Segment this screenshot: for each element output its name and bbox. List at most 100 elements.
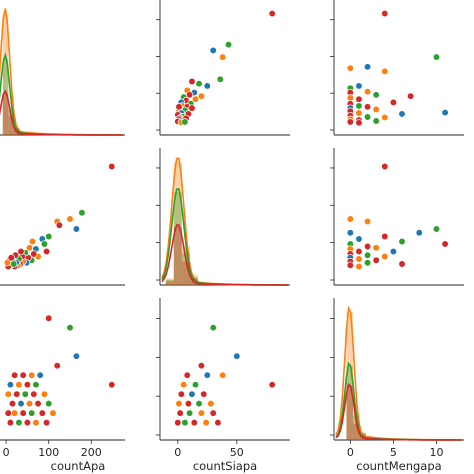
- scatter-point: [209, 46, 217, 55]
- scatter-point: [355, 102, 363, 110]
- scatter-point: [363, 103, 372, 111]
- kde-curve: [161, 224, 288, 286]
- scatter-point: [34, 399, 42, 408]
- scatter-point: [355, 255, 363, 263]
- scatter-point: [346, 229, 354, 237]
- scatter-point: [203, 371, 211, 379]
- scatter-point: [184, 399, 193, 408]
- hist-bar: [346, 386, 353, 440]
- scatter-point: [25, 244, 34, 252]
- scatter-point: [372, 256, 380, 264]
- hist-bar: [165, 278, 174, 285]
- scatter-point: [49, 409, 57, 417]
- scatter-point: [17, 399, 25, 408]
- scatter-point: [36, 371, 44, 379]
- scatter-point: [17, 247, 25, 256]
- scatter-point: [191, 381, 200, 389]
- scatter-point: [25, 399, 34, 408]
- hist-series-countApa: [0, 8, 123, 136]
- scatter-point: [21, 390, 29, 398]
- x-tick-label-countSiapa: 0: [174, 446, 181, 459]
- x-tick-label-countApa: 0: [3, 446, 10, 459]
- hist-series-countMengapa: [335, 383, 462, 441]
- scatter-point: [202, 418, 210, 427]
- scatter-point: [72, 225, 81, 233]
- scatter-point: [363, 259, 372, 267]
- kde-curve: [0, 8, 123, 136]
- panel-countApa-vs-countMengapa: [330, 0, 464, 136]
- panel-countMengapa-vs-countSiapa: [156, 298, 290, 441]
- scatter-point: [174, 418, 182, 427]
- scatter-point: [346, 64, 354, 72]
- scatter-point: [28, 409, 36, 417]
- scatter-point: [197, 92, 206, 100]
- scatter-point: [180, 381, 188, 389]
- scatter-point: [415, 229, 423, 237]
- scatter-point: [363, 63, 372, 71]
- scatter-point: [268, 381, 276, 389]
- scatter-point: [175, 103, 183, 111]
- scatter-point: [78, 209, 86, 217]
- hist-bar: [2, 58, 9, 135]
- scatter-point: [346, 261, 354, 269]
- scatter-point: [233, 352, 241, 360]
- scatter-point: [203, 82, 211, 90]
- scatter-point: [177, 390, 185, 398]
- scatter-point: [53, 362, 61, 370]
- scatter-countMengapa-vs-countApa: [4, 314, 116, 427]
- panel-countSiapa-vs-countMengapa: [330, 148, 464, 286]
- kde-curve: [0, 52, 123, 136]
- scatter-point: [188, 104, 196, 112]
- hist-series-countApa: [0, 89, 123, 136]
- scatter-point: [398, 237, 406, 246]
- panel-countApa-vs-countSiapa: [156, 0, 290, 136]
- scatter-point: [355, 247, 363, 256]
- hist-bar: [165, 279, 174, 285]
- scatter-point: [175, 399, 183, 408]
- scatter-point: [355, 262, 363, 271]
- scatter-point: [32, 418, 40, 427]
- scatter-point: [209, 324, 217, 332]
- scatter-point: [10, 260, 18, 268]
- scatter-point: [10, 371, 19, 379]
- scatter-point: [441, 240, 449, 248]
- hist-bar: [2, 93, 9, 135]
- scatter-point: [15, 418, 23, 427]
- hist-bar: [173, 162, 182, 285]
- scatter-point: [185, 409, 194, 417]
- scatter-point: [363, 88, 372, 96]
- scatter-point: [372, 91, 380, 99]
- scatter-countSiapa-vs-countApa: [3, 162, 116, 271]
- panel-countMengapa-vs-countApa: [0, 439, 125, 441]
- scatter-point: [355, 235, 363, 243]
- scatter-point: [372, 244, 380, 252]
- hist-bar: [2, 14, 9, 136]
- scatter-point: [363, 242, 372, 251]
- x-tick-label-countApa: 200: [81, 446, 102, 459]
- scatter-point: [432, 225, 441, 233]
- scatter-point: [66, 324, 74, 332]
- scatter-point: [200, 390, 208, 398]
- scatter-point: [108, 162, 116, 171]
- hist-bar: [181, 252, 190, 285]
- scatter-point: [30, 390, 38, 398]
- scatter-point: [389, 247, 398, 256]
- scatter-point: [224, 40, 233, 49]
- scatter-point: [42, 418, 51, 427]
- scatter-countSiapa-vs-countMengapa: [346, 162, 449, 271]
- scatter-point: [40, 390, 49, 398]
- hist-bar: [8, 109, 14, 135]
- hist-series-countApa: [0, 52, 123, 136]
- hist-bar: [173, 192, 182, 285]
- hist-bar: [8, 115, 14, 135]
- scatter-point: [214, 418, 222, 427]
- scatter-point: [181, 118, 189, 126]
- hist-bar: [352, 423, 360, 440]
- scatter-point: [4, 390, 12, 398]
- scatter-point: [381, 162, 389, 171]
- scatter-countApa-vs-countSiapa: [174, 9, 276, 126]
- scatter-point: [23, 418, 32, 427]
- x-axis-label-countSiapa: countSiapa: [193, 459, 257, 473]
